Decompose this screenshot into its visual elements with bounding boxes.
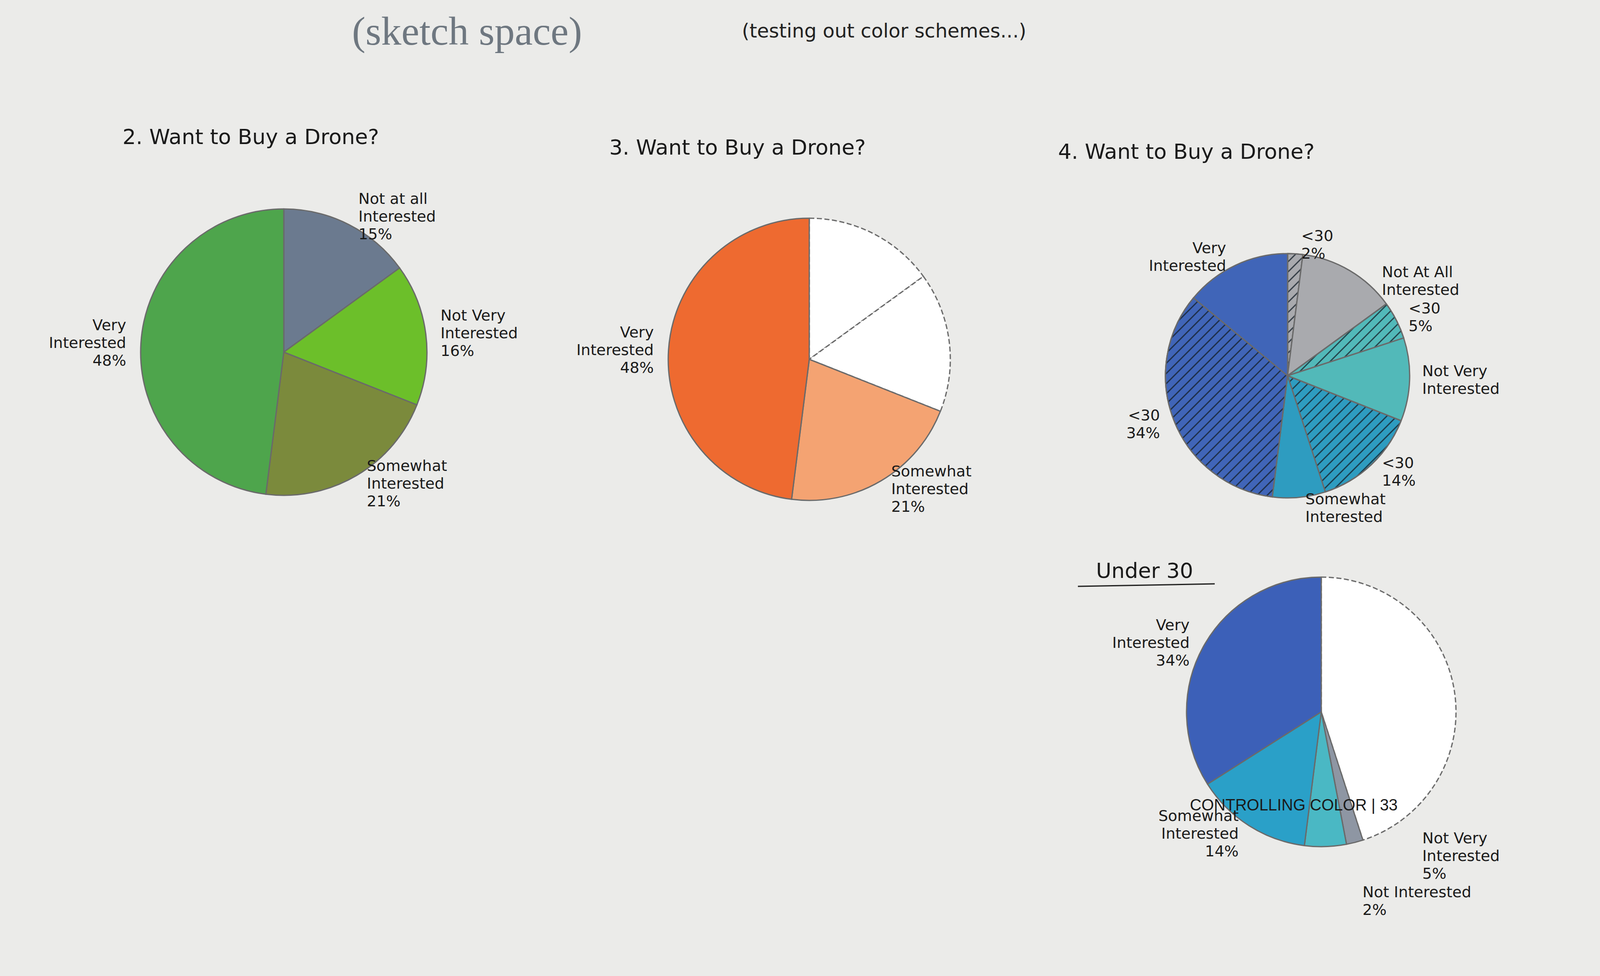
svg-text:Interested: Interested	[1148, 256, 1227, 275]
svg-text:Not Interested: Not Interested	[1362, 882, 1472, 901]
svg-text:14%: 14%	[1381, 471, 1416, 489]
svg-text:4. Want to Buy a Drone?: 4. Want to Buy a Drone?	[1058, 139, 1315, 164]
svg-text:48%: 48%	[92, 351, 127, 369]
svg-text:Interested: Interested	[1112, 633, 1190, 651]
svg-text:Interested: Interested	[1381, 280, 1460, 299]
svg-text:21%: 21%	[891, 497, 926, 515]
svg-text:34%: 34%	[1126, 424, 1160, 442]
svg-text:2. Want to Buy a Drone?: 2. Want to Buy a Drone?	[122, 124, 379, 150]
svg-text:Very: Very	[1192, 239, 1227, 257]
svg-text:Interested: Interested	[891, 480, 969, 498]
svg-text:Interested: Interested	[366, 474, 445, 492]
svg-text:Interested: Interested	[1305, 507, 1383, 526]
svg-text:(testing out color schemes...): (testing out color schemes...)	[741, 19, 1027, 43]
svg-text:5%: 5%	[1422, 864, 1447, 882]
svg-text:2%: 2%	[1362, 900, 1387, 918]
svg-text:3. Want to Buy a Drone?: 3. Want to Buy a Drone?	[609, 135, 866, 160]
svg-text:Interested: Interested	[440, 324, 518, 342]
svg-text:<30: <30	[1408, 299, 1441, 317]
svg-text:2%: 2%	[1301, 244, 1326, 262]
svg-text:21%: 21%	[366, 492, 401, 510]
svg-text:Not Very: Not Very	[1422, 829, 1488, 847]
svg-text:CONTROLLING COLOR | 33: CONTROLLING COLOR | 33	[1189, 795, 1398, 814]
svg-text:Interested: Interested	[358, 207, 436, 225]
svg-text:Somewhat: Somewhat	[1305, 490, 1386, 508]
svg-text:Very: Very	[1155, 616, 1190, 634]
svg-text:Somewhat: Somewhat	[1158, 806, 1239, 825]
svg-text:34%: 34%	[1155, 651, 1190, 669]
svg-text:16%: 16%	[440, 341, 475, 360]
svg-text:14%: 14%	[1205, 842, 1239, 860]
svg-text:Interested: Interested	[48, 333, 127, 352]
svg-text:15%: 15%	[358, 225, 392, 243]
svg-text:Not Very: Not Very	[440, 306, 506, 324]
svg-text:Very: Very	[92, 316, 127, 334]
svg-text:Somewhat: Somewhat	[891, 462, 972, 480]
svg-text:Interested: Interested	[576, 341, 654, 359]
svg-text:Not At All: Not At All	[1381, 263, 1454, 281]
svg-text:<30: <30	[1381, 453, 1414, 472]
svg-text:Interested: Interested	[1422, 846, 1500, 864]
svg-text:Very: Very	[620, 323, 654, 341]
svg-text:(sketch space): (sketch space)	[352, 8, 582, 54]
svg-text:Somewhat: Somewhat	[366, 456, 448, 475]
svg-text:Under 30: Under 30	[1096, 558, 1194, 583]
svg-text:Not at all: Not at all	[358, 189, 428, 208]
svg-text:<30: <30	[1301, 226, 1334, 245]
svg-text:<30: <30	[1128, 406, 1160, 424]
svg-text:Interested: Interested	[1161, 824, 1239, 842]
svg-text:48%: 48%	[620, 358, 654, 376]
svg-text:Interested: Interested	[1422, 379, 1500, 398]
svg-text:5%: 5%	[1408, 317, 1433, 335]
svg-text:Not Very: Not Very	[1422, 362, 1488, 380]
